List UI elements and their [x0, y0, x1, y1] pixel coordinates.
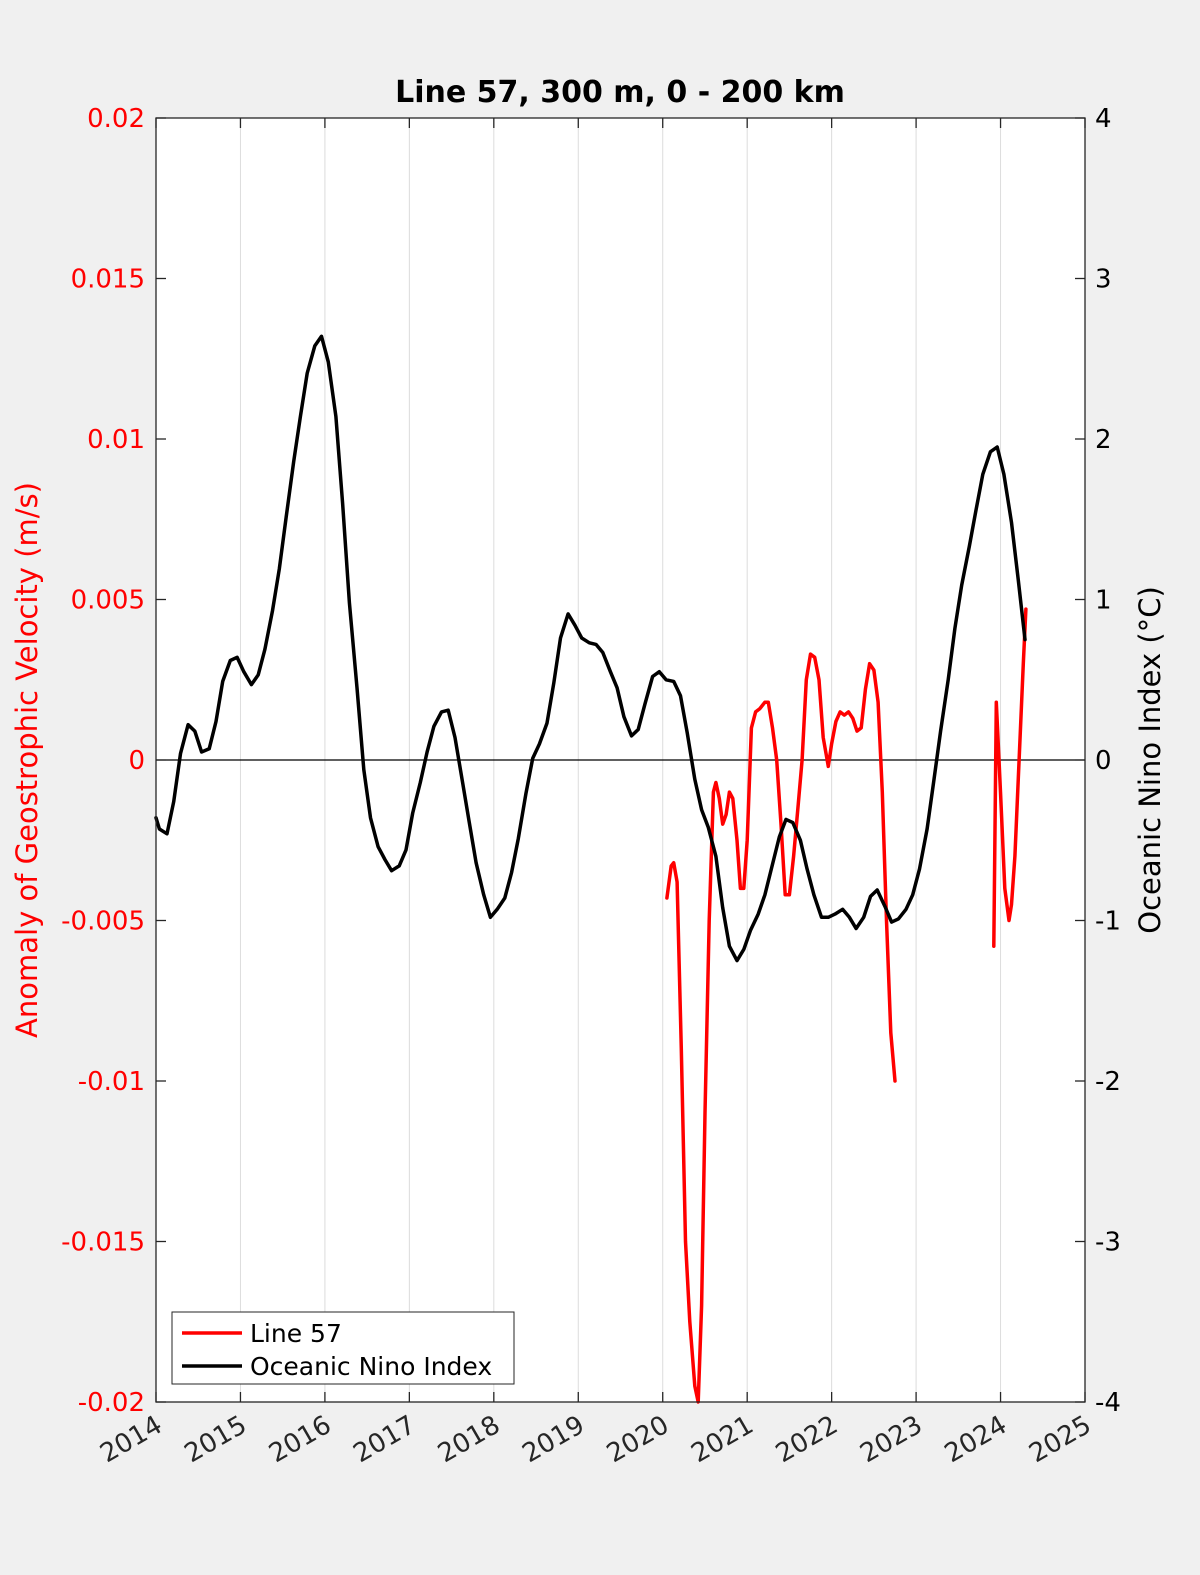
y-right-tick-label: 1 [1095, 586, 1112, 616]
x-tick-label: 2022 [771, 1410, 843, 1469]
x-tick-label: 2015 [180, 1410, 252, 1469]
x-tick-label: 2014 [95, 1410, 167, 1469]
y-left-tick-label: -0.01 [78, 1067, 145, 1097]
y-left-tick-label: -0.005 [61, 907, 145, 937]
x-tick-label: 2017 [349, 1410, 421, 1469]
y-left-tick-label: -0.015 [61, 1228, 145, 1258]
y-left-tick-label: 0.005 [71, 586, 145, 616]
legend: Line 57 Oceanic Nino Index [171, 1311, 515, 1385]
tick-layer: 2014 2015 2016 2017 2018 2019 2020 2021 2022 2023… [61, 104, 1121, 1469]
legend-label-oni: Oceanic Nino Index [250, 1352, 492, 1381]
legend-label-line-57: Line 57 [250, 1319, 342, 1348]
y-right-axis-title: Oceanic Nino Index (°C) [1133, 586, 1167, 934]
series-line-57 [992, 607, 1028, 948]
y-left-tick-label: -0.02 [78, 1388, 145, 1418]
chart-title: Line 57, 300 m, 0 - 200 km [395, 75, 845, 110]
x-tick-label: 2016 [264, 1410, 336, 1469]
y-left-tick-label: 0 [128, 746, 145, 776]
y-left-tick-label: 0.015 [71, 265, 145, 295]
x-tick-label: 2023 [855, 1410, 927, 1469]
y-right-tick-label: 2 [1095, 425, 1112, 455]
x-tick-label: 2020 [602, 1410, 674, 1469]
y-right-tick-label: 0 [1095, 746, 1112, 776]
x-tick-label: 2021 [686, 1410, 758, 1469]
series-layer [154, 334, 1028, 1404]
y-left-tick-label: 0.01 [87, 425, 145, 455]
x-tick-label: 2019 [517, 1410, 589, 1469]
y-right-tick-label: 3 [1095, 265, 1112, 295]
y-left-axis-title: Anomaly of Geostrophic Velocity (m/s) [10, 482, 44, 1038]
x-tick-label: 2025 [1024, 1410, 1096, 1469]
y-right-tick-label: -2 [1095, 1067, 1121, 1097]
x-tick-label: 2018 [433, 1410, 505, 1469]
legend-box [171, 1311, 515, 1385]
series-oceanic-nino-index [154, 334, 1027, 963]
y-right-tick-label: -3 [1095, 1228, 1121, 1258]
y-right-tick-label: -4 [1095, 1388, 1121, 1418]
x-tick-label: 2024 [940, 1410, 1012, 1469]
y-right-tick-label: -1 [1095, 907, 1121, 937]
series-line-57 [665, 652, 897, 1404]
y-left-tick-label: 0.02 [87, 104, 145, 134]
y-right-tick-label: 4 [1095, 104, 1112, 134]
